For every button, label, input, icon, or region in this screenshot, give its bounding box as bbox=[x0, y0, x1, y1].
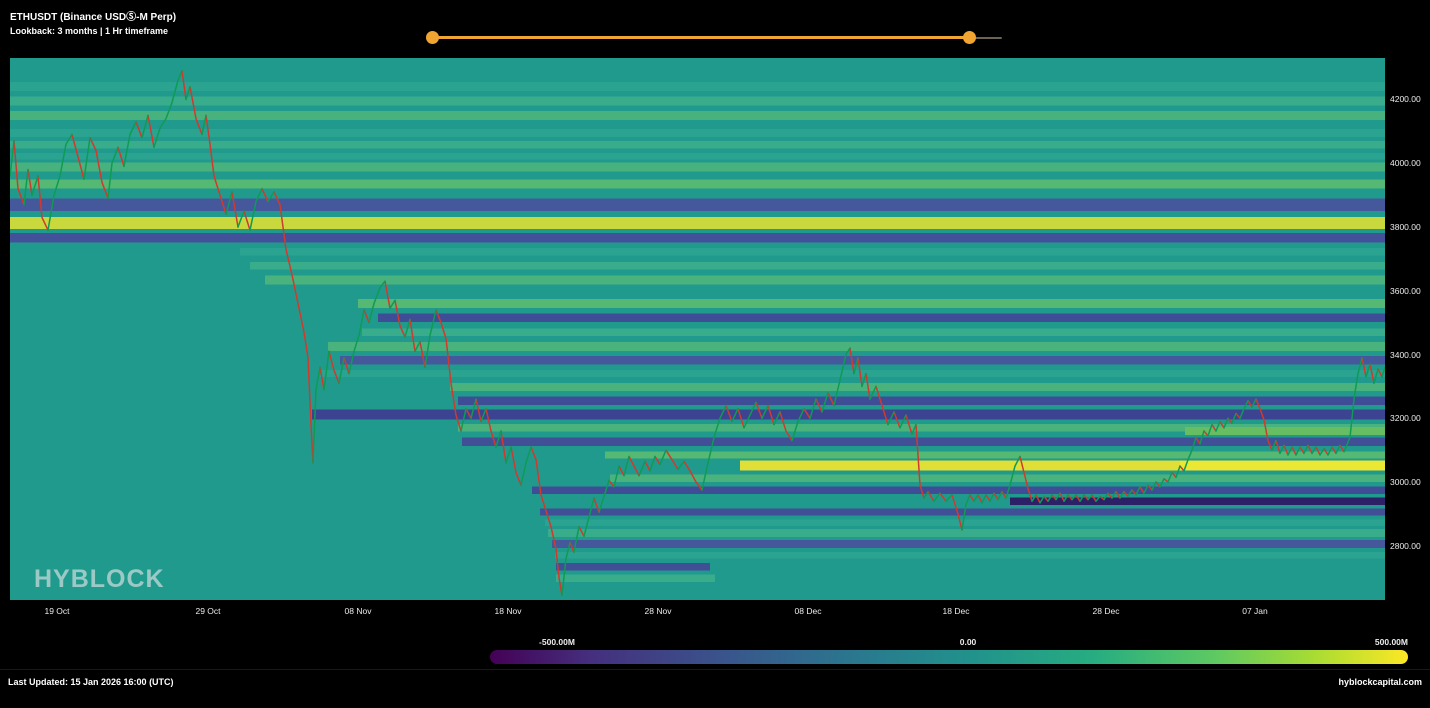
liquidation-band bbox=[605, 451, 1385, 459]
colorbar-legend: -500.00M 0.00 500.00M bbox=[490, 637, 1408, 667]
liquidation-band bbox=[10, 153, 1385, 160]
last-updated: Last Updated: 15 Jan 2026 16:00 (UTC) bbox=[8, 677, 174, 687]
price-tick-label: 3600.00 bbox=[1390, 286, 1421, 296]
liquidation-band bbox=[1185, 426, 1385, 436]
liquidation-band bbox=[10, 162, 1385, 172]
slider-handle-right[interactable] bbox=[963, 31, 977, 44]
liquidation-band bbox=[532, 486, 1385, 495]
date-tick-label: 18 Nov bbox=[494, 606, 522, 616]
slider-selected-range[interactable] bbox=[432, 36, 970, 39]
liquidation-band bbox=[320, 370, 1385, 378]
liquidation-band bbox=[10, 198, 1385, 212]
colorbar-max-label: 500.00M bbox=[1374, 637, 1408, 647]
date-tick-label: 28 Dec bbox=[1092, 606, 1120, 616]
date-tick-label: 07 Jan bbox=[1242, 606, 1268, 616]
liquidation-band bbox=[540, 508, 1385, 516]
liquidation-band bbox=[556, 563, 710, 571]
slider-handle-left[interactable] bbox=[425, 31, 439, 44]
liquidation-band bbox=[555, 552, 1385, 559]
symbol-title: ETHUSDT (Binance USDⓈ-M Perp) bbox=[10, 12, 177, 23]
chart-header: ETHUSDT (Binance USDⓈ-M Perp) Lookback: … bbox=[10, 11, 176, 38]
liquidation-band bbox=[10, 96, 1385, 106]
liquidation-band bbox=[10, 82, 1385, 92]
liquidation-band bbox=[462, 437, 1385, 446]
date-tick-label: 19 Oct bbox=[44, 606, 70, 616]
liquidation-band bbox=[450, 382, 1385, 392]
price-chart[interactable]: HYBLOCK bbox=[10, 58, 1385, 600]
price-tick-label: 3000.00 bbox=[1390, 477, 1421, 487]
price-tick-label: 2800.00 bbox=[1390, 541, 1421, 551]
colorbar-mid-label: 0.00 bbox=[959, 637, 977, 647]
liquidation-band bbox=[458, 424, 1385, 432]
price-line-up bbox=[10, 70, 1385, 596]
colorbar-gradient bbox=[490, 650, 1408, 664]
date-tick-label: 08 Dec bbox=[794, 606, 822, 616]
footer-divider bbox=[0, 669, 1430, 670]
liquidation-band bbox=[10, 129, 1385, 137]
liquidation-band bbox=[378, 313, 1385, 322]
price-tick-label: 4000.00 bbox=[1390, 158, 1421, 168]
liquidation-band bbox=[1180, 460, 1385, 471]
liquidation-band bbox=[240, 248, 1385, 256]
price-tick-label: 4200.00 bbox=[1390, 94, 1421, 104]
liquidation-band bbox=[1010, 497, 1385, 505]
price-tick-label: 3400.00 bbox=[1390, 350, 1421, 360]
liquidation-heatmap-canvas[interactable] bbox=[10, 58, 1385, 600]
date-tick-label: 29 Oct bbox=[195, 606, 221, 616]
liquidation-band bbox=[556, 574, 715, 583]
date-range-slider[interactable] bbox=[425, 30, 1010, 46]
liquidation-band bbox=[358, 299, 1385, 308]
liquidation-band bbox=[10, 233, 1385, 243]
liquidation-band bbox=[328, 342, 1385, 351]
date-tick-label: 08 Nov bbox=[344, 606, 372, 616]
liquidation-band bbox=[545, 519, 1385, 527]
liquidation-band bbox=[340, 355, 1385, 365]
liquidation-band bbox=[552, 540, 1385, 548]
liquidation-band bbox=[362, 328, 1385, 337]
liquidation-band bbox=[548, 529, 1385, 537]
price-tick-label: 3800.00 bbox=[1390, 222, 1421, 232]
site-link: hyblockcapital.com bbox=[1338, 677, 1422, 687]
liquidation-band bbox=[10, 110, 1385, 120]
liquidation-band bbox=[250, 262, 1385, 270]
date-tick-label: 28 Nov bbox=[644, 606, 672, 616]
lookback-subtitle: Lookback: 3 months | 1 Hr timeframe bbox=[10, 26, 169, 36]
price-line-down bbox=[13, 70, 1383, 596]
liquidation-band bbox=[265, 275, 1385, 285]
liquidation-band bbox=[610, 474, 1385, 483]
hyblock-watermark: HYBLOCK bbox=[34, 565, 165, 593]
liquidation-band bbox=[740, 460, 1385, 471]
date-tick-label: 18 Dec bbox=[942, 606, 970, 616]
price-tick-label: 3200.00 bbox=[1390, 413, 1421, 423]
liquidation-band bbox=[458, 396, 1385, 406]
colorbar-min-label: -500.00M bbox=[539, 637, 575, 647]
liquidation-band bbox=[312, 409, 1385, 420]
liquidation-band bbox=[10, 217, 1385, 230]
liquidation-band bbox=[10, 140, 1385, 149]
liquidation-band bbox=[10, 179, 1385, 189]
